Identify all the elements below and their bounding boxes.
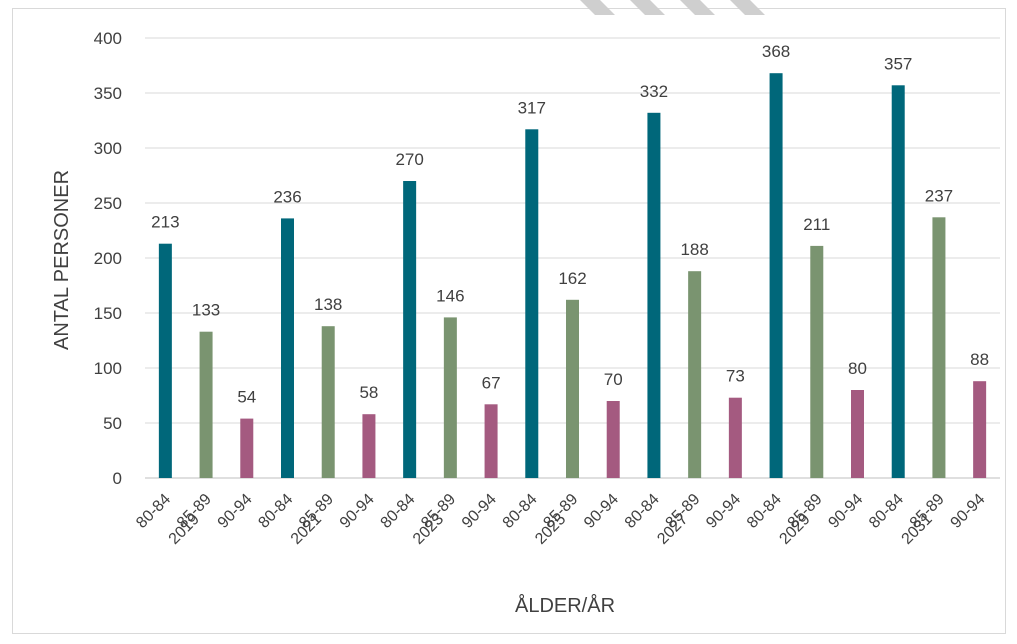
data-label: 70: [604, 370, 623, 389]
data-label: 368: [762, 42, 790, 61]
bar: [362, 414, 376, 478]
x-tick-label: 80-84: [866, 491, 907, 532]
data-label: 332: [640, 82, 668, 101]
x-tick-label: 80-84: [500, 491, 541, 532]
y-axis-title: ANTAL PERSONER: [51, 170, 73, 350]
chart-frame: [12, 8, 1006, 634]
y-tick-label: 0: [113, 469, 122, 488]
data-label: 67: [482, 373, 501, 392]
y-tick-label: 400: [94, 29, 122, 48]
x-tick-label: 90-94: [459, 491, 500, 532]
x-tick-label: 90-94: [825, 491, 866, 532]
bar: [606, 401, 620, 478]
x-tick-label: 90-94: [948, 491, 989, 532]
bar: [403, 181, 417, 478]
data-label: 58: [359, 383, 378, 402]
bar: [566, 299, 579, 478]
x-tick-label: 80-84: [255, 491, 296, 532]
bar: [240, 418, 254, 478]
x-tick-label: 90-94: [337, 491, 378, 532]
bar: [443, 317, 457, 478]
bar: [769, 73, 783, 478]
data-label: 188: [680, 240, 708, 259]
y-tick-label: 150: [94, 304, 122, 323]
bar: [688, 271, 702, 478]
y-tick-label: 200: [94, 249, 122, 268]
y-tick-label: 250: [94, 194, 122, 213]
data-label: 236: [273, 187, 301, 206]
bar: [525, 129, 539, 479]
bar: [484, 404, 498, 478]
data-label: 317: [518, 98, 546, 117]
watermark: [580, 0, 765, 15]
y-tick-label: 300: [94, 139, 122, 158]
x-tick-label: 90-94: [215, 491, 256, 532]
data-label: 88: [970, 350, 989, 369]
bar: [810, 245, 824, 478]
x-tick-label: 80-84: [622, 491, 663, 532]
bar: [321, 326, 335, 478]
data-label: 357: [884, 54, 912, 73]
bars: [158, 73, 987, 479]
bar: [973, 381, 987, 478]
data-label: 73: [726, 367, 745, 386]
y-axis-ticks: 0 50 100 150 200 250 300 350 400: [94, 29, 122, 488]
y-tick-label: 350: [94, 84, 122, 103]
data-label: 146: [436, 286, 464, 305]
bar: [647, 112, 661, 479]
y-tick-label: 100: [94, 359, 122, 378]
x-tick-label: 90-94: [581, 491, 622, 532]
data-label: 237: [925, 186, 953, 205]
data-label: 54: [237, 388, 256, 407]
bar: [728, 397, 742, 478]
data-label: 133: [192, 301, 220, 320]
x-tick-label: 90-94: [703, 491, 744, 532]
data-label: 138: [314, 295, 342, 314]
y-tick-label: 50: [103, 414, 122, 433]
bar: [851, 390, 864, 478]
data-label: 211: [803, 215, 830, 234]
x-tick-label: 80-84: [133, 491, 174, 532]
x-tick-label: 80-84: [378, 491, 419, 532]
data-label: 162: [558, 269, 586, 288]
x-axis-title: ÅLDER/ÅR: [515, 594, 615, 617]
bar: [932, 217, 946, 479]
bar: [281, 218, 294, 478]
bar: [891, 85, 905, 479]
x-tick-label: 80-84: [744, 491, 785, 532]
data-labels: 213 133 54 236 138 58 270 146 67 317 162 70 332 188 73…: [151, 42, 989, 406]
bar: [199, 331, 213, 478]
data-label: 80: [848, 359, 867, 378]
bar: [158, 243, 172, 478]
data-label: 213: [151, 213, 179, 232]
data-label: 270: [395, 150, 423, 169]
